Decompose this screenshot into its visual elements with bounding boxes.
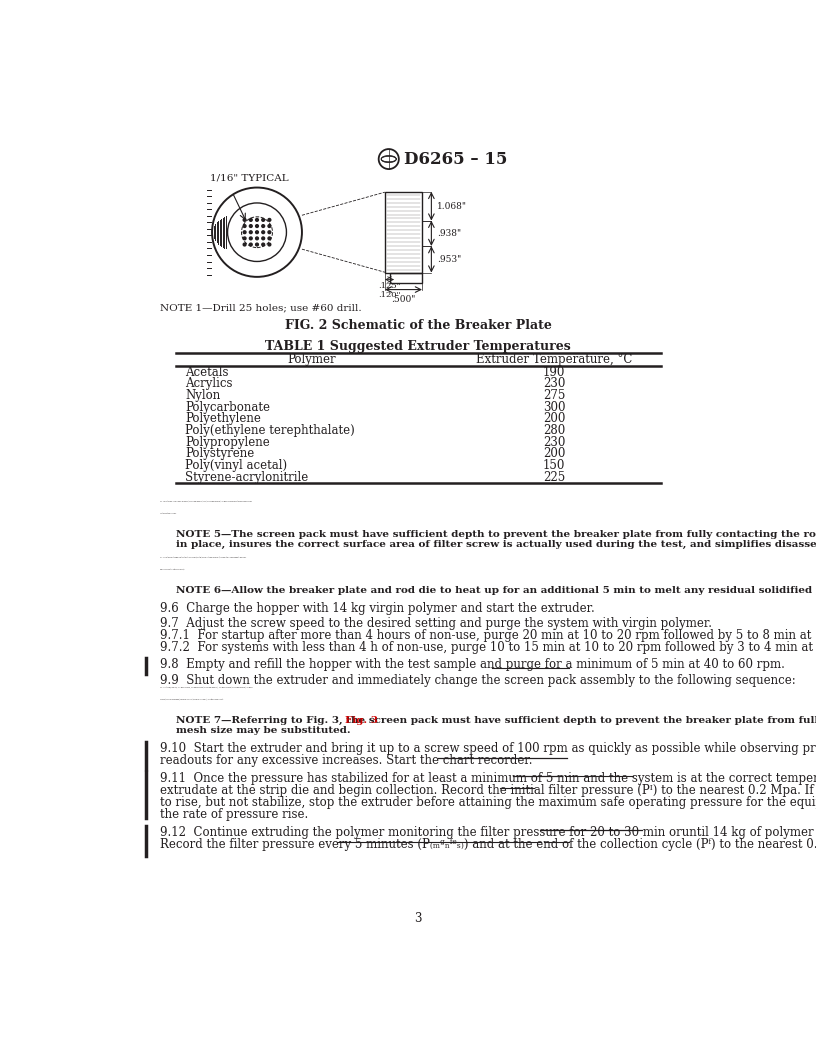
Text: extrudate at the strip die and begin collection. Record the initial filter press: extrudate at the strip die and begin col… <box>160 784 816 797</box>
Circle shape <box>243 243 246 246</box>
Circle shape <box>255 237 259 240</box>
Text: .125"
.120": .125" .120" <box>378 282 401 299</box>
Text: Record the filter pressure every 5 minutes (P₍ₘᶢₙᶠᵉₛ₎) and at the end of the col: Record the filter pressure every 5 minut… <box>160 838 816 851</box>
Text: in place, insures the correct surface area of filter screw is actually used duri: in place, insures the correct surface ar… <box>175 541 816 549</box>
Circle shape <box>250 219 252 222</box>
Text: 9.5  Close the split clamp and tighten to 6.9 kg-m (50 ft-lb) using a torque wre: 9.5 Close the split clamp and tighten to… <box>160 557 246 558</box>
Text: 1.068": 1.068" <box>437 202 467 211</box>
Text: 230: 230 <box>543 377 565 391</box>
Text: FIG. 2 Schematic of the Breaker Plate: FIG. 2 Schematic of the Breaker Plate <box>285 319 552 332</box>
Text: 9.9  Shut down the extruder and immediately change the screen pack assembly to t: 9.9 Shut down the extruder and immediate… <box>160 674 796 687</box>
Circle shape <box>262 237 264 240</box>
Text: 200: 200 <box>543 448 565 460</box>
Circle shape <box>268 243 271 246</box>
Text: 230: 230 <box>543 436 565 449</box>
Text: 190: 190 <box>543 365 565 378</box>
Circle shape <box>268 237 271 240</box>
Text: 9.10  Start the extruder and bring it up to a screw speed of 100 rpm as quickly : 9.10 Start the extruder and bring it up … <box>160 742 816 755</box>
Circle shape <box>262 243 264 246</box>
Text: 9.9.1  Extruder, rod die, 325 mesh screen, 200 mesh screen (0.076 mm opening), 1: 9.9.1 Extruder, rod die, 325 mesh screen… <box>160 686 253 689</box>
Text: NOTE 6—Allow the breaker plate and rod die to heat up for an additional 5 min to: NOTE 6—Allow the breaker plate and rod d… <box>175 586 816 595</box>
Text: NOTE 1—Drill 25 holes; use #60 drill.: NOTE 1—Drill 25 holes; use #60 drill. <box>160 303 361 313</box>
Text: Fig. 3: Fig. 3 <box>344 716 378 724</box>
Text: 1/16" TYPICAL: 1/16" TYPICAL <box>211 174 289 183</box>
Text: depending on the extruder model).: depending on the extruder model). <box>160 568 185 570</box>
Text: 280: 280 <box>543 425 565 437</box>
Text: 9.12  Continue extruding the polymer monitoring the filter pressure for 20 to 30: 9.12 Continue extruding the polymer moni… <box>160 826 816 838</box>
Text: Acrylics: Acrylics <box>185 377 233 391</box>
Text: 9.6  Charge the hopper with 14 kg virgin polymer and start the extruder.: 9.6 Charge the hopper with 14 kg virgin … <box>160 602 595 615</box>
Text: Poly(vinyl acetal): Poly(vinyl acetal) <box>185 459 287 472</box>
Text: 9.8  Empty and refill the hopper with the test sample and purge for a minimum of: 9.8 Empty and refill the hopper with the… <box>160 658 785 671</box>
Text: for the extruder purge.: for the extruder purge. <box>160 512 176 514</box>
Text: Polycarbonate: Polycarbonate <box>185 400 270 414</box>
Text: Polyethylene: Polyethylene <box>185 412 261 426</box>
Text: .953": .953" <box>437 254 461 264</box>
Text: Nylon: Nylon <box>185 389 220 402</box>
Circle shape <box>250 243 252 246</box>
Text: 9.7.1  For startup after more than 4 hours of non-use, purge 20 min at 10 to 20 : 9.7.1 For startup after more than 4 hour… <box>160 629 816 642</box>
Circle shape <box>255 231 259 233</box>
Text: the rate of pressure rise.: the rate of pressure rise. <box>160 808 308 822</box>
Text: 9.4  Insert a new screen pack using 60 (0.251 mm opening)-100 (0.152 mm opening): 9.4 Insert a new screen pack using 60 (0… <box>160 501 252 502</box>
Text: NOTE 7—Referring to Fig. 3, the screen pack must have sufficient depth to preven: NOTE 7—Referring to Fig. 3, the screen p… <box>175 716 816 724</box>
Text: 275: 275 <box>543 389 565 402</box>
Text: Poly(ethylene terephthalate): Poly(ethylene terephthalate) <box>185 425 355 437</box>
Circle shape <box>268 219 271 222</box>
Text: 225: 225 <box>543 471 565 484</box>
Text: to rise, but not stabilize, stop the extruder before attaining the maximum safe : to rise, but not stabilize, stop the ext… <box>160 796 816 809</box>
Circle shape <box>243 219 246 222</box>
Text: Polystyrene: Polystyrene <box>185 448 254 460</box>
Text: 3: 3 <box>415 911 422 925</box>
Circle shape <box>250 225 252 227</box>
Text: Polypropylene: Polypropylene <box>185 436 269 449</box>
Text: 9.7.2  For systems with less than 4 h of non-use, purge 10 to 15 min at 10 to 20: 9.7.2 For systems with less than 4 h of … <box>160 641 816 654</box>
Text: 150: 150 <box>543 459 565 472</box>
Text: Polymer: Polymer <box>287 354 335 366</box>
Text: 9.11  Once the pressure has stabilized for at least a minimum of 5 min and the s: 9.11 Once the pressure has stabilized fo… <box>160 772 816 785</box>
Circle shape <box>255 225 259 227</box>
Circle shape <box>262 225 264 227</box>
Text: screen (0.251 mm opening), backing screens (60 mesh or higher), and the breaker : screen (0.251 mm opening), backing scree… <box>160 698 224 700</box>
Circle shape <box>255 243 259 246</box>
Circle shape <box>243 225 246 227</box>
Circle shape <box>243 237 246 240</box>
Circle shape <box>268 231 271 233</box>
Circle shape <box>268 225 271 227</box>
Circle shape <box>262 231 264 233</box>
Text: Extruder Temperature, °C: Extruder Temperature, °C <box>476 354 632 366</box>
Text: .500": .500" <box>392 295 415 304</box>
Text: 200: 200 <box>543 412 565 426</box>
Circle shape <box>255 219 259 222</box>
Text: readouts for any excessive increases. Start the chart recorder.: readouts for any excessive increases. St… <box>160 754 533 768</box>
Text: NOTE 5—The screen pack must have sufficient depth to prevent the breaker plate f: NOTE 5—The screen pack must have suffici… <box>175 530 816 539</box>
Bar <box>385 192 422 272</box>
Text: mesh size may be substituted.: mesh size may be substituted. <box>175 727 350 735</box>
Text: Styrene-acrylonitrile: Styrene-acrylonitrile <box>185 471 308 484</box>
Text: 9.7  Adjust the screw speed to the desired setting and purge the system with vir: 9.7 Adjust the screw speed to the desire… <box>160 617 712 629</box>
Text: Acetals: Acetals <box>185 365 228 378</box>
Text: .938": .938" <box>437 229 461 238</box>
Text: TABLE 1 Suggested Extruder Temperatures: TABLE 1 Suggested Extruder Temperatures <box>265 340 571 354</box>
Circle shape <box>250 231 252 233</box>
Text: D6265 – 15: D6265 – 15 <box>404 151 508 168</box>
Circle shape <box>262 219 264 222</box>
Circle shape <box>250 237 252 240</box>
Text: 300: 300 <box>543 400 565 414</box>
Circle shape <box>243 231 246 233</box>
Bar <box>389 272 422 283</box>
